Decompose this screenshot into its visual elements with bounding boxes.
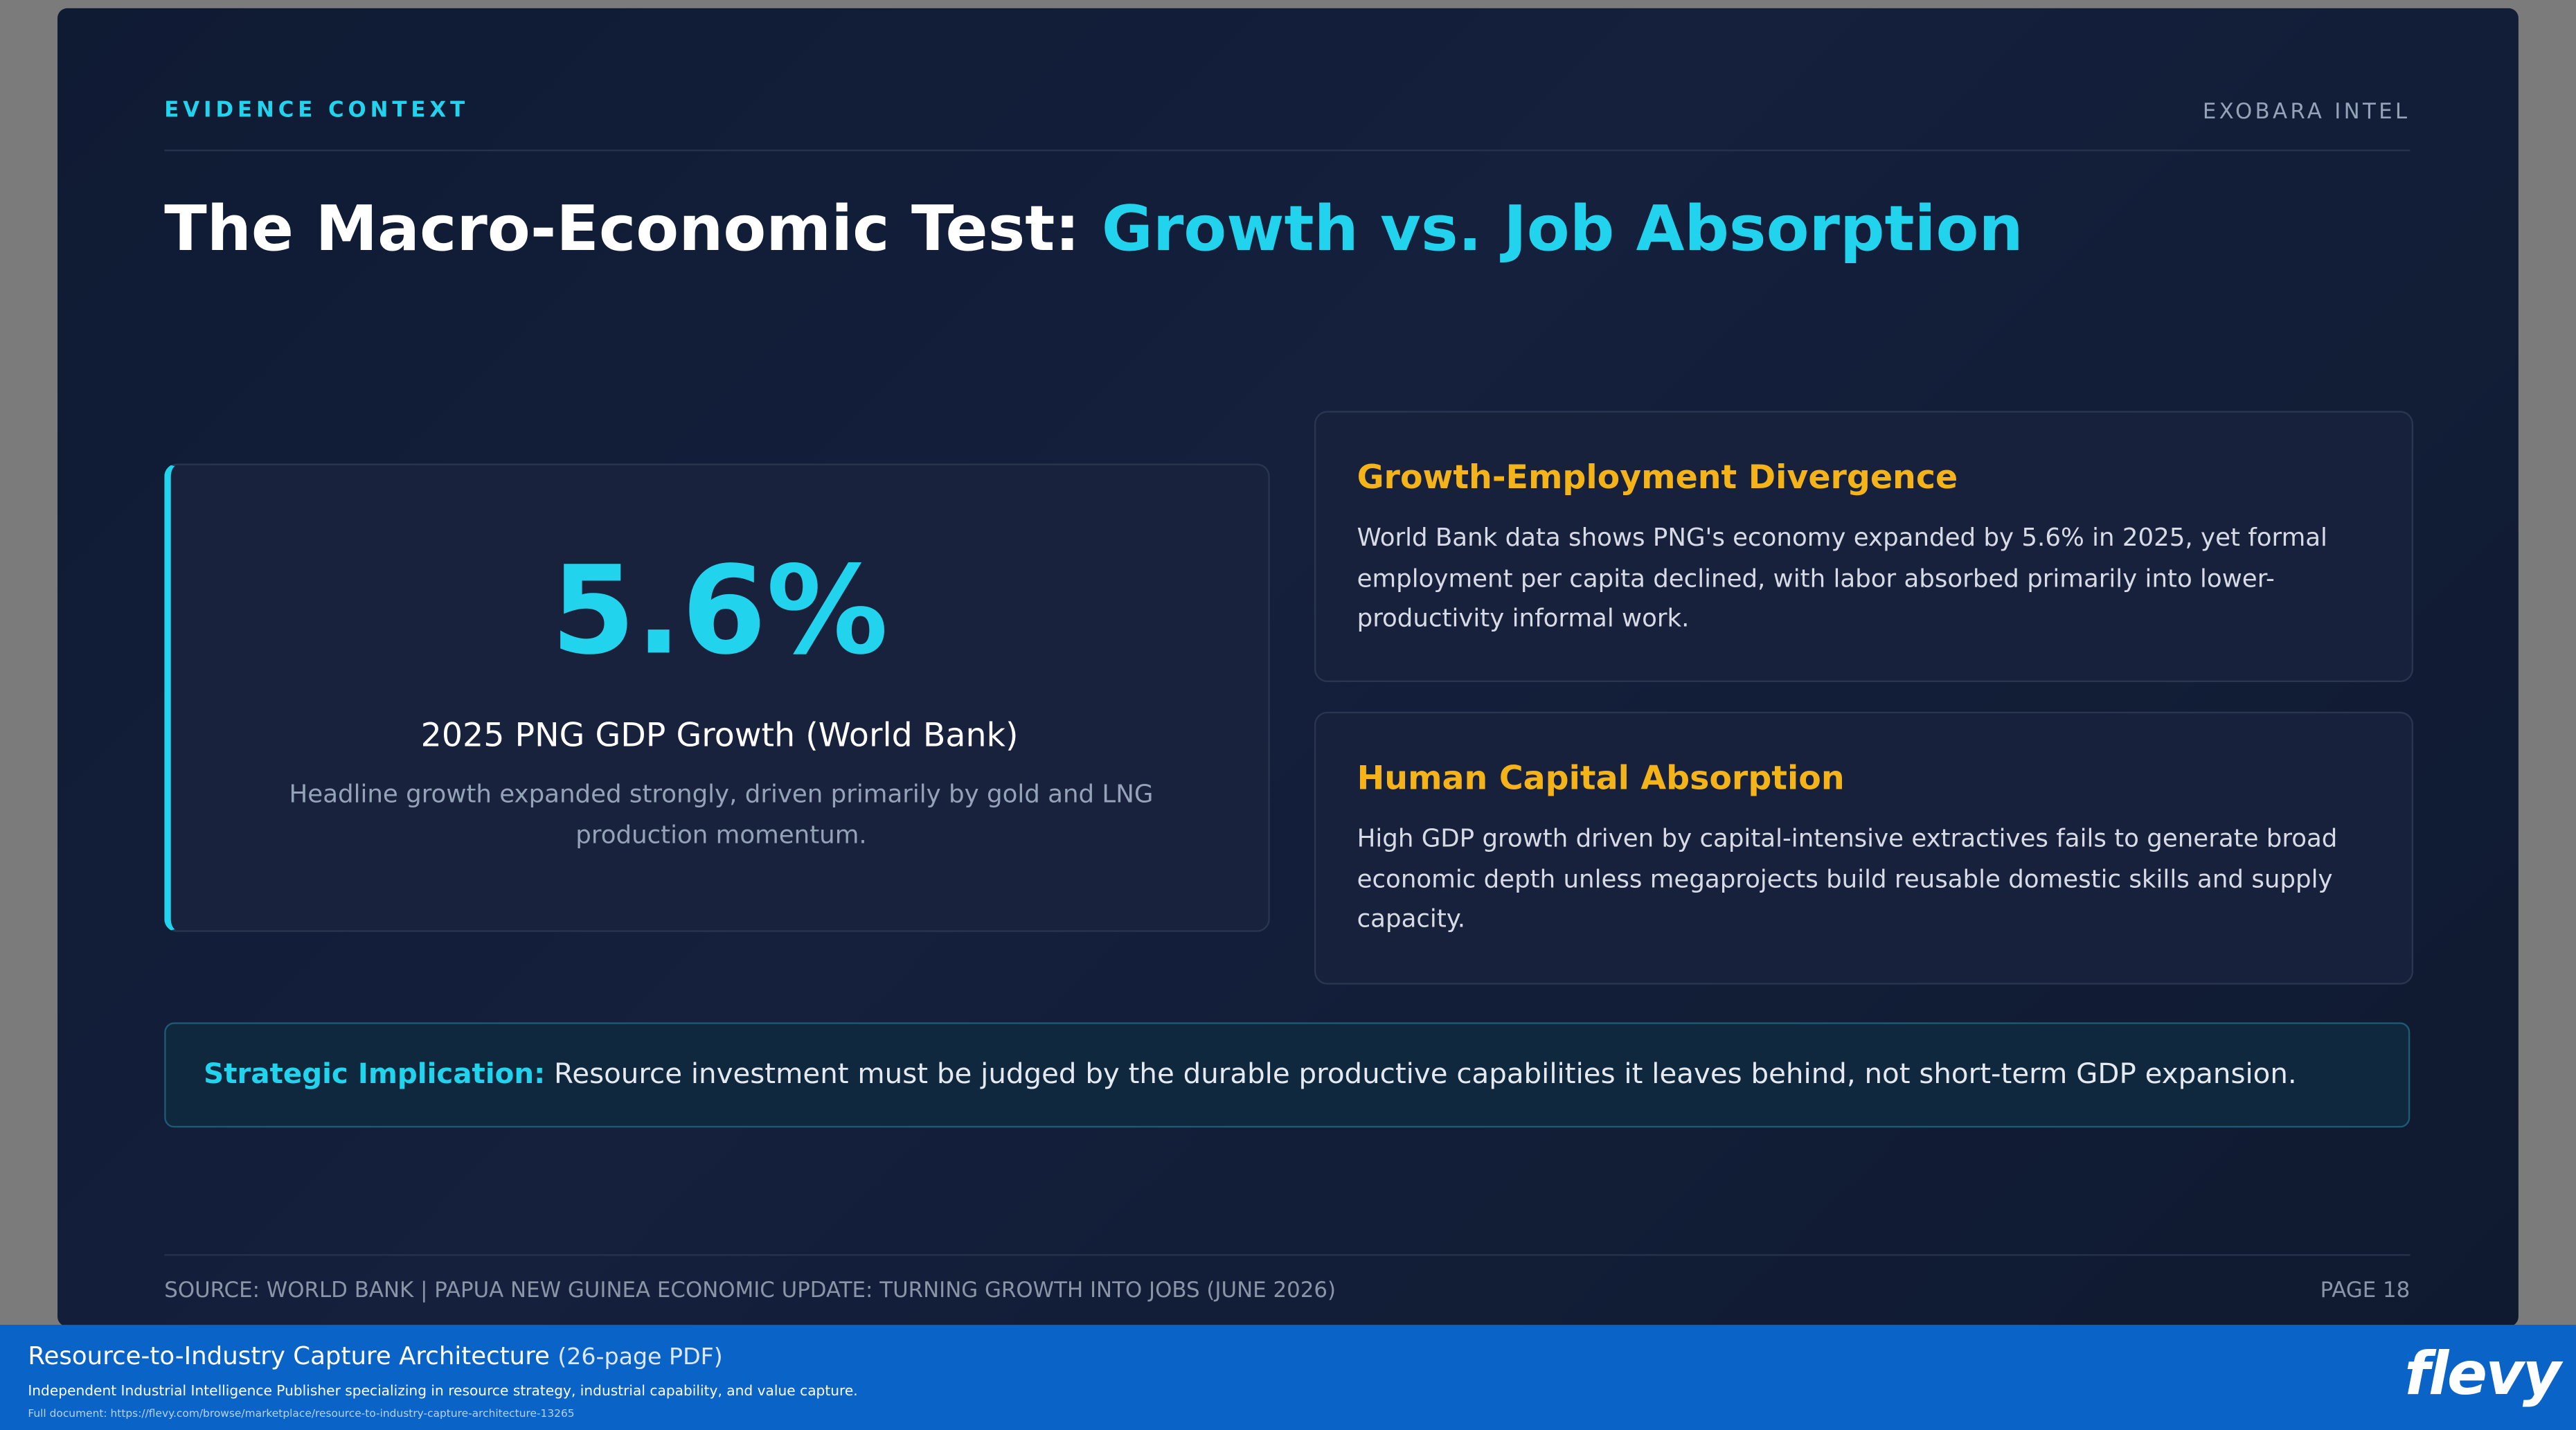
- banner-title: Resource-to-Industry Capture Architectur…: [28, 1341, 722, 1371]
- title: The Macro-Economic Test: Growth vs. Job …: [164, 193, 2023, 265]
- card-body: High GDP growth driven by capital-intens…: [1357, 823, 2338, 934]
- slide: EVIDENCE CONTEXT EXOBARA INTEL The Macro…: [57, 8, 2519, 1327]
- stat-label: 2025 PNG GDP Growth (World Bank): [420, 715, 1019, 755]
- stat-value: 5.6%: [551, 540, 888, 683]
- title-lead: The Macro-Economic Test:: [164, 192, 1080, 265]
- stat-card: 5.6% 2025 PNG GDP Growth (World Bank) He…: [164, 463, 1270, 932]
- header-rule: [164, 149, 2410, 152]
- card-title: Human Capital Absorption: [1357, 758, 1845, 798]
- kicker: EVIDENCE CONTEXT: [164, 98, 469, 124]
- card-title: Growth-Employment Divergence: [1357, 456, 1958, 497]
- document-title[interactable]: Resource-to-Industry Capture Architectur…: [28, 1341, 550, 1371]
- logo[interactable]: flevy: [2404, 1341, 2561, 1409]
- document-link[interactable]: Full document: https://flevy.com/browse/…: [28, 1406, 575, 1420]
- implication-text: Resource investment must be judged by th…: [554, 1058, 2297, 1092]
- page-number: PAGE 18: [2320, 1278, 2410, 1304]
- implication: Strategic Implication: Resource investme…: [164, 1022, 2410, 1128]
- card: Human Capital Absorption High GDP growth…: [1314, 711, 2414, 985]
- banner: Resource-to-Industry Capture Architectur…: [0, 1325, 2576, 1430]
- card: Growth-Employment Divergence World Bank …: [1314, 411, 2414, 683]
- card-body: World Bank data shows PNG's economy expa…: [1357, 522, 2327, 633]
- source: SOURCE: WORLD BANK | PAPUA NEW GUINEA EC…: [164, 1278, 1336, 1304]
- page-count: (26-page PDF): [557, 1344, 723, 1371]
- implication-label: Strategic Implication:: [204, 1058, 546, 1092]
- tagline: Independent Industrial Intelligence Publ…: [28, 1384, 858, 1401]
- title-accent: Growth vs. Job Absorption: [1101, 192, 2023, 265]
- footer-rule: [164, 1254, 2410, 1256]
- brand: EXOBARA INTEL: [2202, 100, 2410, 125]
- stat-description: Headline growth expanded strongly, drive…: [289, 779, 1154, 850]
